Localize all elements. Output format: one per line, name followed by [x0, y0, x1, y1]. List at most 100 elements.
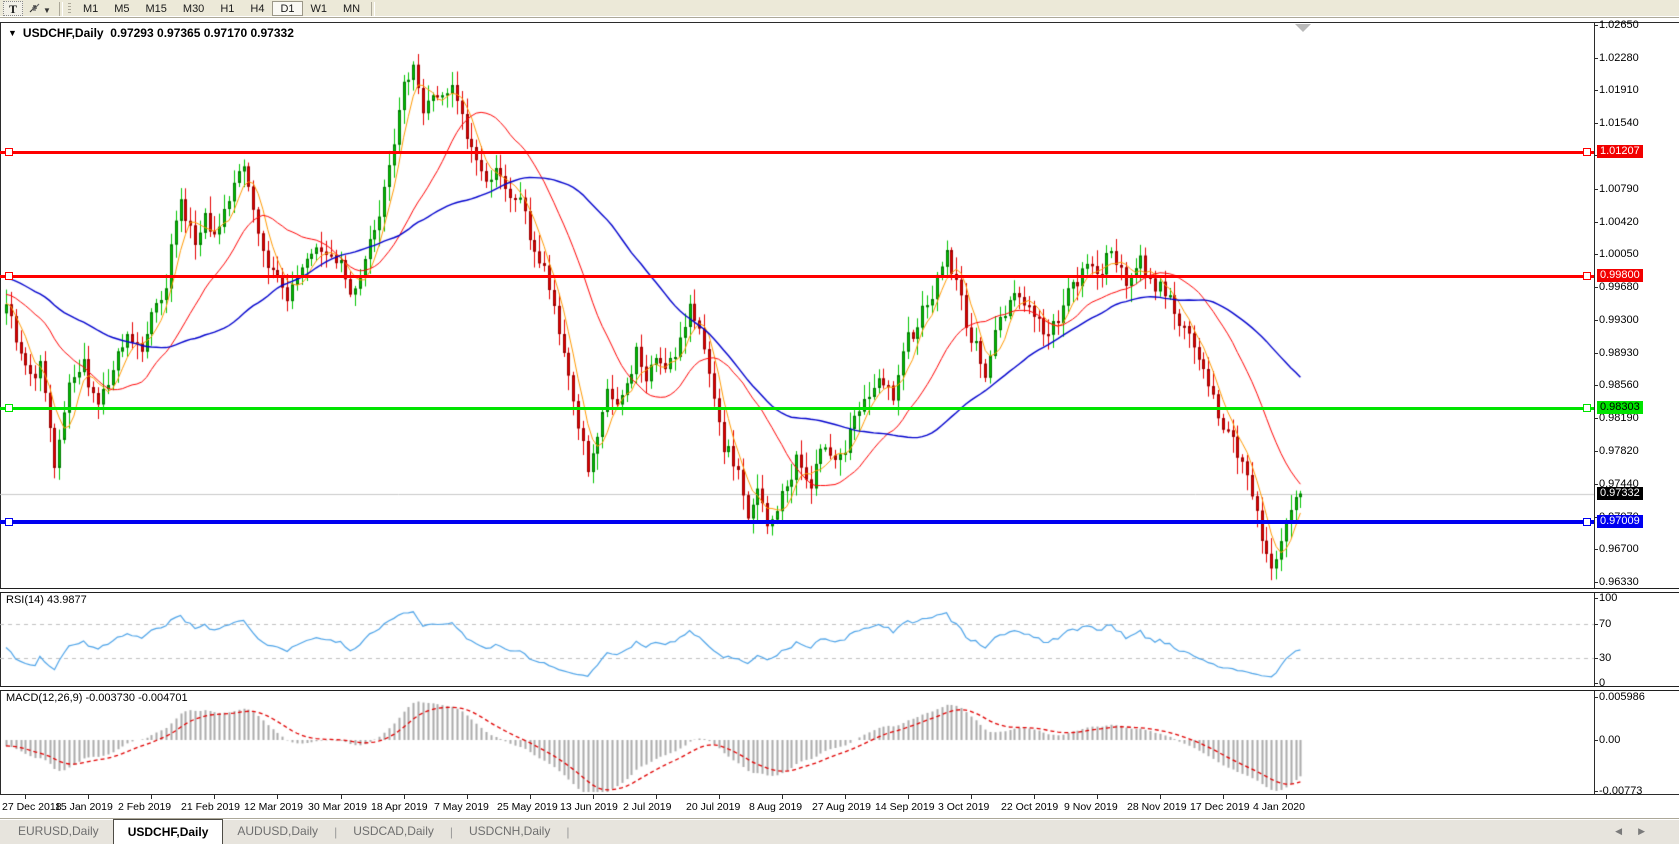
date-label: 2 Jul 2019	[623, 801, 672, 813]
macd-tick-label: 0.005986	[1599, 691, 1645, 703]
level-line-resistance-1[interactable]	[0, 151, 1594, 154]
level-handle[interactable]	[5, 272, 13, 280]
ohlc-close: 0.97332	[250, 26, 294, 40]
time-tick	[1160, 795, 1161, 799]
time-tick	[1034, 795, 1035, 799]
axis-tick	[1594, 58, 1598, 59]
axis-tick	[1594, 451, 1598, 452]
axis-tick	[1594, 517, 1598, 518]
axis-tick	[1594, 189, 1598, 190]
date-label: 7 May 2019	[434, 801, 489, 813]
axis-tick	[1594, 90, 1598, 91]
timeframe-button-m30[interactable]: M30	[175, 1, 212, 16]
level-handle[interactable]	[1583, 272, 1591, 280]
time-tick	[719, 795, 720, 799]
timeframe-button-w1[interactable]: W1	[303, 1, 336, 16]
tab-usdcnh[interactable]: USDCNH,Daily	[469, 824, 551, 838]
time-tick	[341, 795, 342, 799]
price-tick-label: 0.97820	[1599, 445, 1639, 457]
time-tick	[467, 795, 468, 799]
macd-tick-label: 0.00	[1599, 734, 1621, 746]
price-tick-label: 0.96330	[1599, 576, 1639, 588]
time-tick	[845, 795, 846, 799]
price-tick-label: 1.01910	[1599, 84, 1639, 96]
time-axis-separator	[0, 794, 1679, 795]
axis-tick	[1594, 287, 1598, 288]
main-chart-canvas[interactable]	[0, 22, 1594, 588]
toolbar-grip-handle[interactable]	[67, 2, 71, 15]
level-price-label: 1.01207	[1597, 145, 1643, 158]
time-tick	[1286, 795, 1287, 799]
tab-eurusd[interactable]: EURUSD,Daily	[18, 824, 99, 838]
date-label: 2 Feb 2019	[118, 801, 172, 813]
rsi-panel-canvas[interactable]	[0, 591, 1594, 686]
top-toolbar: T ▼ M1 M5 M15 M30 H1 H4 D1 W1 MN	[0, 0, 1679, 18]
axis-tick	[1594, 385, 1598, 386]
level-handle[interactable]	[5, 148, 13, 156]
price-tick-label: 1.00790	[1599, 183, 1639, 195]
price-tick-label: 0.99680	[1599, 281, 1639, 293]
date-label: 12 Mar 2019	[244, 801, 303, 813]
axis-tick	[1594, 598, 1598, 599]
axis-tick	[1594, 353, 1598, 354]
tab-usdcad[interactable]: USDCAD,Daily	[353, 824, 434, 838]
tab-scroll-left-icon[interactable]: ◀	[1615, 826, 1639, 836]
tab-scroll-arrows: ◀▶	[1615, 826, 1661, 837]
axis-tick	[1594, 222, 1598, 223]
timeframe-button-m1[interactable]: M1	[75, 1, 106, 16]
level-line-resistance-2[interactable]	[0, 275, 1594, 278]
level-handle[interactable]	[5, 404, 13, 412]
axis-tick	[1594, 658, 1598, 659]
macd-panel-canvas[interactable]	[0, 689, 1594, 794]
level-handle[interactable]	[1583, 518, 1591, 526]
price-tick-label: 1.02650	[1599, 19, 1639, 31]
timeframe-button-h1[interactable]: H1	[212, 1, 242, 16]
level-price-label: 0.98303	[1597, 401, 1643, 414]
timeframe-button-d1[interactable]: D1	[272, 1, 303, 16]
toolbar-separator	[371, 1, 376, 16]
timeframe-button-m15[interactable]: M15	[138, 1, 175, 16]
axis-tick	[1594, 624, 1598, 625]
tab-audusd[interactable]: AUDUSD,Daily	[237, 824, 319, 838]
tab-separator: |	[334, 824, 338, 839]
tab-usdchf[interactable]: USDCHF,Daily	[112, 819, 224, 844]
date-label: 9 Nov 2019	[1064, 801, 1118, 813]
ohlc-low: 0.97170	[203, 26, 248, 40]
symbol-dropdown-icon[interactable]: ▼	[8, 28, 17, 38]
level-line-support-blue[interactable]	[0, 520, 1594, 524]
axis-tick	[1594, 582, 1598, 583]
level-price-label: 0.97009	[1597, 515, 1643, 528]
tab-scroll-right-icon[interactable]: ▶	[1638, 826, 1661, 836]
date-label: 25 May 2019	[497, 801, 558, 813]
date-label: 14 Sep 2019	[875, 801, 935, 813]
time-tick	[88, 795, 89, 799]
timeframe-button-m5[interactable]: M5	[106, 1, 137, 16]
level-line-support-green[interactable]	[0, 407, 1594, 410]
date-label: 4 Jan 2020	[1253, 801, 1305, 813]
level-handle[interactable]	[1583, 404, 1591, 412]
timeframe-button-mn[interactable]: MN	[335, 1, 368, 16]
price-tick-label: 0.99300	[1599, 314, 1639, 326]
timeframe-button-h4[interactable]: H4	[242, 1, 272, 16]
time-tick	[151, 795, 152, 799]
toolbar-separator	[58, 1, 63, 16]
chart-tabs: EURUSD,Daily USDCHF,Daily AUDUSD,Daily | USD…	[4, 819, 571, 844]
chart-tab-bar: EURUSD,Daily USDCHF,Daily AUDUSD,Daily | USD…	[0, 818, 1679, 844]
level-price-label: 0.99800	[1597, 269, 1643, 282]
text-tool-button[interactable]: T	[3, 1, 24, 16]
axis-tick	[1594, 484, 1598, 485]
time-tick	[214, 795, 215, 799]
cursor-mode-dropdown-button[interactable]: ▼	[23, 1, 56, 16]
rsi-tick-label: 0	[1599, 677, 1606, 689]
axis-tick	[1594, 155, 1598, 156]
date-label: 27 Dec 2018	[2, 801, 62, 813]
time-tick	[593, 795, 594, 799]
current-price-label: 0.97332	[1597, 487, 1643, 500]
chevron-down-icon: ▼	[43, 5, 51, 15]
level-handle[interactable]	[5, 518, 13, 526]
chart-shift-marker-icon[interactable]	[1295, 24, 1311, 32]
ohlc-open: 0.97293	[110, 26, 154, 40]
date-label: 13 Jun 2019	[560, 801, 618, 813]
time-tick	[1097, 795, 1098, 799]
level-handle[interactable]	[1583, 148, 1591, 156]
